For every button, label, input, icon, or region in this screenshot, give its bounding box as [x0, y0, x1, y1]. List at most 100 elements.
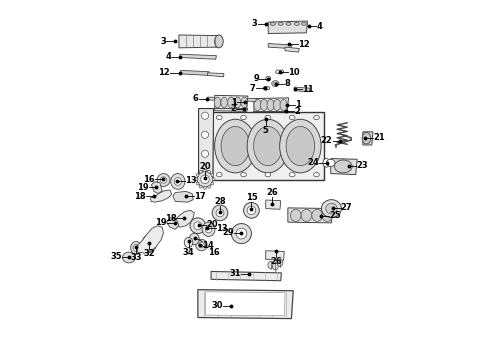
Text: 26: 26 — [270, 257, 282, 266]
Ellipse shape — [211, 182, 214, 185]
Ellipse shape — [289, 115, 295, 120]
Ellipse shape — [247, 119, 289, 173]
Ellipse shape — [201, 175, 209, 184]
Ellipse shape — [301, 22, 306, 25]
Ellipse shape — [201, 112, 209, 119]
Polygon shape — [150, 190, 172, 202]
Ellipse shape — [231, 224, 251, 244]
Ellipse shape — [278, 22, 283, 25]
Ellipse shape — [195, 178, 198, 181]
Polygon shape — [207, 73, 224, 77]
Polygon shape — [181, 70, 209, 75]
Ellipse shape — [263, 86, 268, 90]
Ellipse shape — [280, 99, 287, 111]
Ellipse shape — [212, 205, 228, 221]
Text: 3: 3 — [161, 37, 167, 46]
Ellipse shape — [362, 132, 371, 144]
Text: 13: 13 — [185, 176, 196, 185]
Ellipse shape — [272, 263, 278, 270]
Polygon shape — [285, 47, 299, 52]
Ellipse shape — [201, 150, 209, 157]
Ellipse shape — [217, 172, 222, 177]
Ellipse shape — [301, 209, 312, 221]
Ellipse shape — [247, 206, 256, 215]
Polygon shape — [198, 109, 214, 181]
Ellipse shape — [205, 226, 212, 233]
Ellipse shape — [211, 174, 214, 176]
Ellipse shape — [314, 115, 319, 120]
Ellipse shape — [273, 99, 281, 111]
Ellipse shape — [286, 126, 315, 166]
Ellipse shape — [326, 159, 335, 166]
Text: 16: 16 — [208, 248, 220, 257]
Text: 12: 12 — [298, 40, 310, 49]
Ellipse shape — [196, 182, 199, 185]
Ellipse shape — [241, 172, 246, 177]
Ellipse shape — [272, 81, 279, 86]
Ellipse shape — [199, 170, 202, 173]
Polygon shape — [151, 182, 162, 194]
Text: 17: 17 — [194, 192, 206, 201]
Text: 9: 9 — [253, 74, 259, 83]
Ellipse shape — [131, 242, 142, 254]
Ellipse shape — [286, 22, 291, 25]
Ellipse shape — [201, 169, 209, 176]
Text: 32: 32 — [144, 249, 155, 258]
Ellipse shape — [268, 261, 273, 269]
Text: 16: 16 — [143, 175, 155, 184]
Text: 10: 10 — [288, 68, 299, 77]
Ellipse shape — [236, 228, 247, 239]
Polygon shape — [268, 44, 292, 49]
Text: 19: 19 — [155, 219, 167, 228]
Ellipse shape — [273, 82, 277, 85]
Text: 31: 31 — [230, 269, 242, 278]
Text: 14: 14 — [202, 242, 214, 251]
Ellipse shape — [314, 172, 319, 177]
Ellipse shape — [228, 97, 234, 108]
Ellipse shape — [261, 99, 268, 111]
Text: 1: 1 — [295, 100, 301, 109]
Ellipse shape — [197, 171, 213, 187]
Text: 7: 7 — [250, 84, 256, 93]
Ellipse shape — [194, 222, 202, 230]
Text: 13: 13 — [216, 224, 227, 233]
Ellipse shape — [267, 99, 274, 111]
Ellipse shape — [221, 126, 249, 166]
Text: 12: 12 — [158, 68, 170, 77]
Polygon shape — [179, 35, 220, 48]
Ellipse shape — [189, 233, 199, 245]
Polygon shape — [212, 112, 323, 180]
Text: 18: 18 — [165, 214, 176, 223]
Polygon shape — [254, 98, 289, 112]
Ellipse shape — [142, 235, 156, 252]
Ellipse shape — [202, 222, 215, 237]
Text: 19: 19 — [137, 183, 148, 192]
Text: 26: 26 — [266, 188, 278, 197]
Polygon shape — [215, 95, 248, 109]
Text: 25: 25 — [329, 211, 341, 220]
Ellipse shape — [276, 70, 280, 73]
Ellipse shape — [265, 115, 270, 120]
Ellipse shape — [253, 126, 282, 166]
Ellipse shape — [196, 174, 199, 176]
Text: 4: 4 — [317, 22, 322, 31]
Polygon shape — [254, 111, 288, 114]
Text: 5: 5 — [263, 126, 269, 135]
Ellipse shape — [208, 170, 211, 173]
Polygon shape — [198, 290, 293, 319]
Text: 20: 20 — [199, 162, 211, 171]
Text: 1: 1 — [231, 98, 237, 107]
Ellipse shape — [277, 259, 283, 266]
Polygon shape — [211, 271, 281, 281]
Polygon shape — [266, 200, 281, 209]
Text: 21: 21 — [373, 133, 385, 142]
Polygon shape — [207, 97, 256, 102]
Polygon shape — [266, 251, 284, 260]
Ellipse shape — [241, 115, 246, 120]
Ellipse shape — [190, 218, 206, 234]
Ellipse shape — [215, 35, 223, 48]
Ellipse shape — [122, 252, 135, 263]
Ellipse shape — [266, 87, 270, 90]
Ellipse shape — [254, 99, 261, 111]
Polygon shape — [288, 208, 333, 223]
